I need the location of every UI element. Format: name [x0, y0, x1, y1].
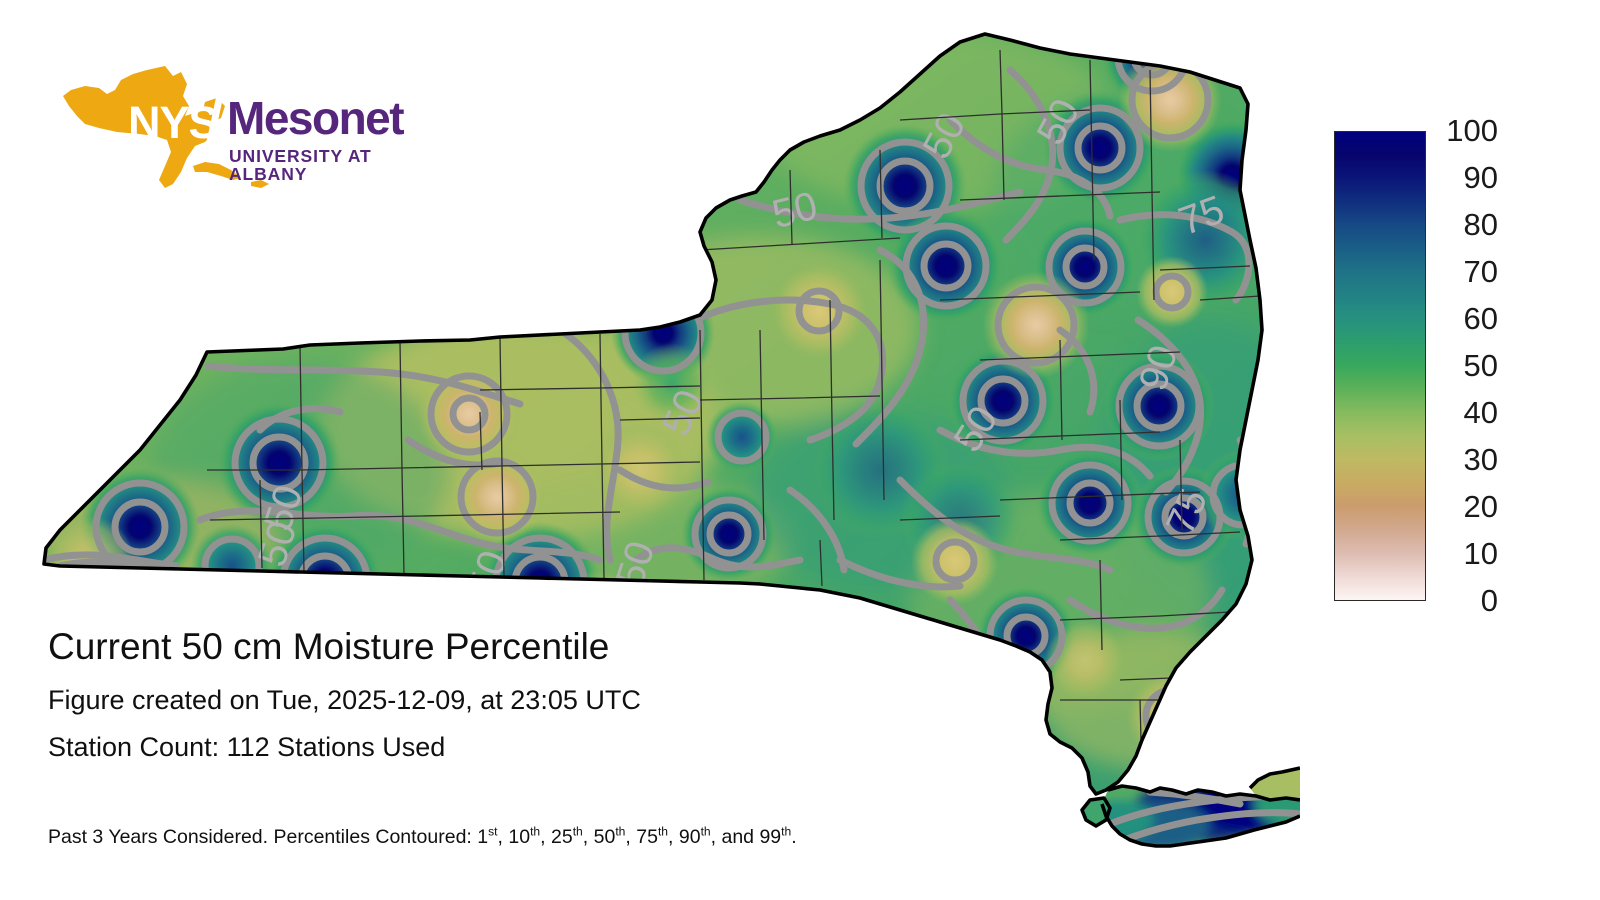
nys-mesonet-logo: NYS Mesonet UNIVERSITY AT ALBANY: [55, 62, 405, 192]
state-outline: [42, 32, 1300, 848]
colorbar-tick-30: 30: [1463, 442, 1498, 477]
caption-block: Current 50 cm Moisture Percentile Figure…: [48, 628, 1028, 781]
logo-nys-text: NYS: [128, 97, 219, 148]
colorbar-tick-60: 60: [1463, 301, 1498, 336]
county-boundaries: [207, 49, 1261, 781]
colorbar-tick-10: 10: [1463, 536, 1498, 571]
colorbar-tick-0: 0: [1480, 583, 1498, 618]
soil-moisture-map: 50 50 50 75 50 50 90 50 50 75 50 50 50: [42, 32, 1300, 848]
footnote: Past 3 Years Considered. Percentiles Con…: [48, 824, 797, 848]
footnote-percentile-99: 99th: [759, 824, 792, 848]
logo-university-text: UNIVERSITY AT ALBANY: [229, 146, 372, 184]
colorbar-tick-labels: 100 90 80 70 60 50 40 30 20 10 0: [1430, 113, 1510, 621]
colorbar-tick-50: 50: [1463, 348, 1498, 383]
station-count: Station Count: 112 Stations Used: [48, 732, 446, 762]
colorbar-tick-80: 80: [1463, 207, 1498, 242]
figure-timestamp: Figure created on Tue, 2025-12-09, at 23…: [48, 685, 641, 715]
colorbar-tick-100: 100: [1446, 113, 1498, 148]
map-field-long-island: [1102, 786, 1300, 846]
footnote-percentile-50: 50th: [593, 824, 626, 848]
footnote-percentile-1: 1st: [477, 824, 498, 848]
colorbar-gradient: [1334, 131, 1426, 601]
page-title: Current 50 cm Moisture Percentile: [48, 626, 610, 667]
colorbar: 100 90 80 70 60 50 40 30 20 10 0: [1334, 113, 1498, 618]
colorbar-tick-70: 70: [1463, 254, 1498, 289]
colorbar-tick-40: 40: [1463, 395, 1498, 430]
logo-mesonet-text: Mesonet: [227, 92, 405, 144]
footnote-percentile-90: 90th: [678, 824, 711, 848]
footnote-percentile-25: 25th: [551, 824, 583, 848]
colorbar-tick-90: 90: [1463, 160, 1498, 195]
ny-state-logo-icon: [63, 66, 269, 188]
footnote-percentile-75: 75th: [636, 824, 669, 848]
colorbar-tick-20: 20: [1463, 489, 1498, 524]
contour-label-50: 50: [768, 184, 822, 237]
footnote-percentile-10: 10th: [508, 824, 541, 848]
